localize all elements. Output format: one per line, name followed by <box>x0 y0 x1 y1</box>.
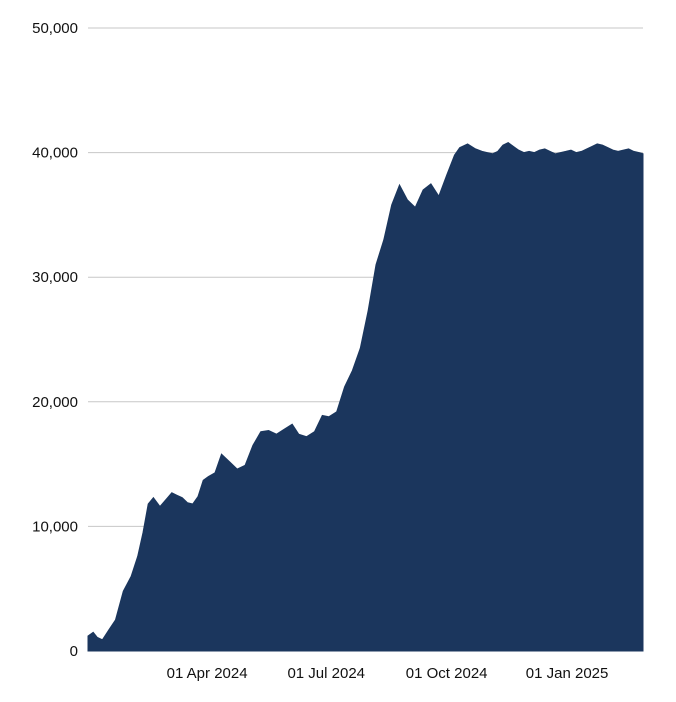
y-tick-label: 10,000 <box>32 518 78 535</box>
y-tick-label: 50,000 <box>32 20 78 37</box>
x-tick-label: 01 Apr 2024 <box>167 665 248 682</box>
area-series-path <box>87 142 644 652</box>
y-tick-label: 40,000 <box>32 145 78 162</box>
y-tick-label: 20,000 <box>32 394 78 411</box>
x-tick-label: 01 Oct 2024 <box>406 665 488 682</box>
y-axis: 0 10,000 20,000 30,000 40,000 50,000 <box>32 20 78 660</box>
y-tick-label: 30,000 <box>32 269 78 286</box>
x-tick-label: 01 Jul 2024 <box>287 665 365 682</box>
y-tick-label: 0 <box>70 643 78 660</box>
x-axis: 01 Apr 2024 01 Jul 2024 01 Oct 2024 01 Jan … <box>167 665 609 682</box>
x-tick-label: 01 Jan 2025 <box>526 665 609 682</box>
area-series <box>87 142 644 652</box>
